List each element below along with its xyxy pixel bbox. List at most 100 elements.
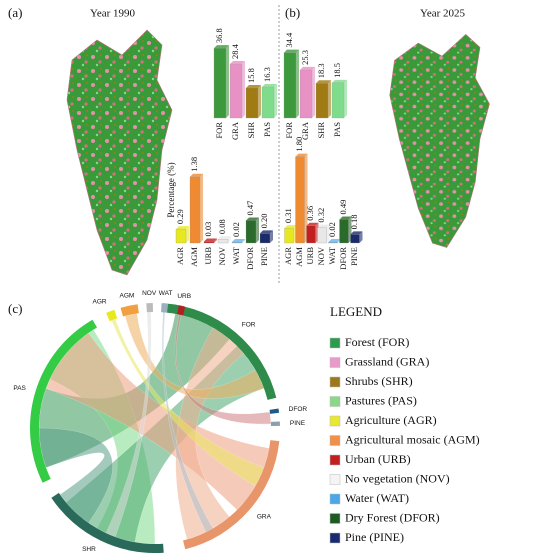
legend-swatch xyxy=(329,513,341,524)
bar-side xyxy=(270,230,273,243)
bar xyxy=(229,63,243,119)
chord-label: WAT xyxy=(159,290,173,297)
chord-arc xyxy=(269,408,280,414)
value-label: 0.47 xyxy=(245,201,255,216)
chord-label: PAS xyxy=(13,385,26,392)
chord-arc xyxy=(30,319,98,483)
value-label: 15.8 xyxy=(246,68,256,83)
chord-label: AGR xyxy=(93,299,107,306)
value-label: 0.03 xyxy=(203,222,213,237)
bar xyxy=(175,228,187,244)
legend-label: Agricultural mosaic (AGM) xyxy=(345,432,480,446)
bar xyxy=(317,227,327,244)
bar-top xyxy=(230,61,245,65)
value-label: 1.38 xyxy=(189,157,199,172)
bar-top xyxy=(218,236,231,240)
chord-arc xyxy=(183,440,280,550)
bar-top xyxy=(284,49,299,53)
bar-top xyxy=(246,84,261,88)
chord-label: PINE xyxy=(290,420,306,427)
legend-label: Forest (FOR) xyxy=(345,335,409,349)
value-label: 36.8 xyxy=(214,28,224,43)
category-label: WAT xyxy=(231,246,241,264)
bar-side xyxy=(326,224,330,243)
bar-side xyxy=(258,84,261,118)
bar-top xyxy=(176,226,189,230)
legend-title: LEGEND xyxy=(330,304,382,319)
category-label: AGM xyxy=(294,247,304,267)
value-label: 1.80 xyxy=(294,137,304,152)
legend-swatch xyxy=(329,337,341,349)
panel-label: (c) xyxy=(8,301,22,316)
value-label: 0.36 xyxy=(305,206,315,221)
bar xyxy=(217,239,229,244)
bar xyxy=(328,241,338,244)
value-label: 18.5 xyxy=(332,63,342,78)
category-label: PINE xyxy=(259,247,269,266)
category-label: FOR xyxy=(214,122,224,139)
legend-swatch xyxy=(329,396,341,407)
value-label: 28.4 xyxy=(230,43,240,59)
bar-top xyxy=(284,225,297,229)
panel-label: (a) xyxy=(8,5,22,20)
bar-top xyxy=(190,173,203,177)
bar xyxy=(245,87,259,119)
bar xyxy=(231,241,243,244)
category-label: AGM xyxy=(189,247,199,267)
bar-side xyxy=(226,45,229,118)
bar xyxy=(245,220,257,244)
bar-top xyxy=(350,231,363,235)
bar xyxy=(284,227,294,244)
category-label: DFOR xyxy=(338,247,348,270)
legend-swatch xyxy=(329,415,341,427)
bar-top xyxy=(260,230,273,234)
bar-side xyxy=(256,217,259,243)
bar xyxy=(350,234,360,244)
bar xyxy=(299,69,313,119)
chord-arc xyxy=(146,303,153,313)
chord-arc xyxy=(120,304,139,317)
category-label: AGR xyxy=(283,247,293,265)
value-label: 0.02 xyxy=(231,222,241,237)
bar xyxy=(259,233,271,244)
category-label: URB xyxy=(203,247,213,265)
category-label: DFOR xyxy=(245,247,255,270)
chord-label: NOV xyxy=(142,290,157,297)
legend-label: Grassland (GRA) xyxy=(345,354,429,368)
map-title: Year 2025 xyxy=(420,8,466,20)
bar-side xyxy=(228,236,231,243)
bar-top xyxy=(300,66,315,70)
chord-arc xyxy=(161,303,169,313)
legend-swatch xyxy=(329,493,341,505)
bar xyxy=(306,225,316,244)
value-label: 0.20 xyxy=(259,214,269,229)
value-label: 0.32 xyxy=(316,208,326,223)
ribbon xyxy=(111,318,265,487)
chord-arc xyxy=(51,492,164,553)
category-label: PINE xyxy=(349,247,359,266)
value-label: 16.3 xyxy=(262,67,272,82)
value-label: 0.18 xyxy=(349,214,359,229)
bar-side xyxy=(344,79,347,118)
map xyxy=(389,33,490,248)
chord-label: DFOR xyxy=(289,406,308,413)
category-label: NOV xyxy=(316,246,326,265)
bar-top xyxy=(306,222,319,226)
legend-swatch xyxy=(329,435,341,446)
category-label: AGR xyxy=(175,247,185,265)
bar-side xyxy=(242,61,245,118)
ribbon xyxy=(105,311,152,538)
chord-arc xyxy=(177,305,186,316)
legend-label: Pine (PINE) xyxy=(345,530,404,544)
bar-top xyxy=(316,80,331,84)
bar xyxy=(261,86,275,119)
legend-swatch xyxy=(329,532,341,544)
bar xyxy=(295,156,305,244)
bar-top xyxy=(295,153,308,157)
legend-swatch xyxy=(329,474,341,485)
category-label: GRA xyxy=(230,121,240,140)
bar xyxy=(331,82,345,119)
legend-swatch xyxy=(329,454,341,466)
value-label: 0.08 xyxy=(217,219,227,234)
